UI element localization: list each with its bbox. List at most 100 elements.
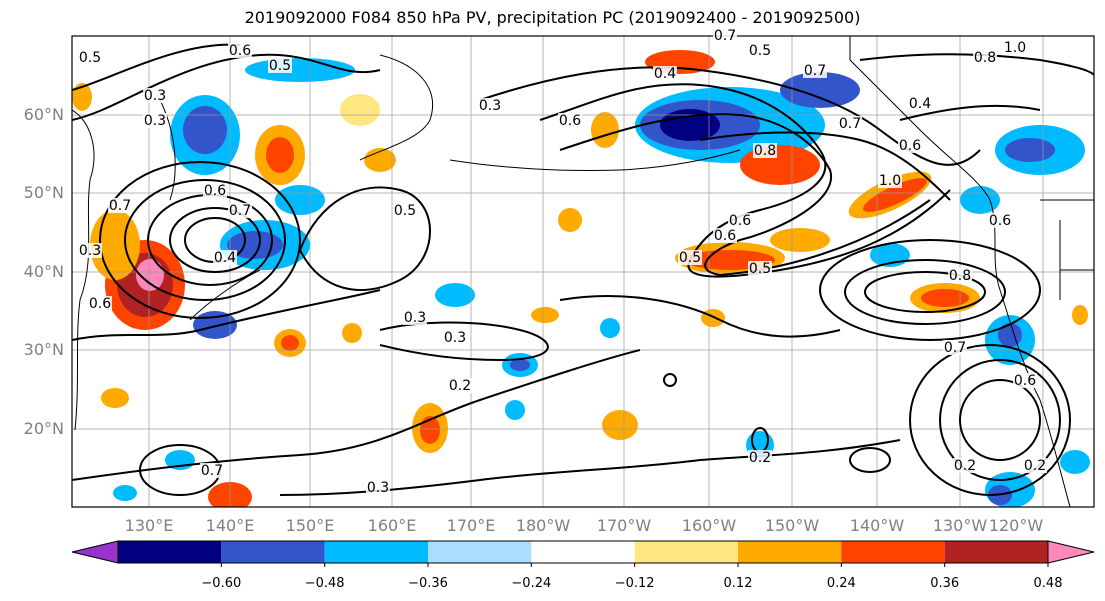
contour-label-bg (1023, 458, 1047, 473)
contour-labels: 0.5 0.60.50.30.30.7 0.70.60.40.30.60.50.30… (78, 28, 1047, 496)
contour-label: 0.2 (449, 378, 471, 394)
colorbar-tick-label: −0.48 (305, 576, 345, 591)
lon-tick-label: 150°W (765, 516, 820, 535)
colorbar-swatch (841, 541, 945, 563)
contour-label-bg (393, 203, 417, 218)
colorbar-tick-label: 0.36 (930, 576, 959, 591)
contour-label: 0.6 (1014, 373, 1036, 389)
contour-label: 0.7 (714, 28, 736, 44)
contour-label-bg (748, 43, 772, 58)
contour-label-bg (948, 268, 972, 283)
contour-label: 0.6 (204, 183, 226, 199)
contour-label-bg (678, 250, 702, 265)
colorbar-swatch (221, 541, 325, 563)
contour-label: 1.0 (1004, 40, 1026, 56)
contour-label: 1.0 (879, 173, 901, 189)
contour-label-bg (108, 198, 132, 213)
lon-tick-label: 170°W (597, 516, 652, 535)
coastlines (72, 36, 1094, 507)
contour-label: 0.7 (109, 198, 131, 214)
contour-label: 0.8 (949, 268, 971, 284)
contour-label: 0.6 (729, 213, 751, 229)
contour-label: 0.3 (479, 98, 501, 114)
contour-label: 0.8 (974, 50, 996, 66)
latitude-labels: 60°N 50°N 40°N 30°N 20°N (24, 105, 64, 438)
lon-tick-label: 130°E (125, 516, 174, 535)
contour-label-bg (973, 50, 997, 65)
contour-label: 0.6 (899, 138, 921, 154)
colorbar-tick-label: −0.24 (511, 576, 551, 591)
pv-contours (72, 43, 1094, 496)
contour-label-bg (878, 173, 902, 188)
contour-label-bg (713, 28, 737, 43)
shading-layer (72, 50, 1090, 507)
contour-label: 0.6 (714, 228, 736, 244)
contour-label: 0.6 (559, 113, 581, 129)
contour-label: 0.4 (654, 66, 676, 82)
lon-tick-label: 140°E (206, 516, 255, 535)
colorbar-tick-label: 0.12 (724, 576, 753, 591)
contour-label-bg (838, 116, 862, 131)
contour-label-bg (988, 213, 1012, 228)
contour-label: 0.3 (144, 88, 166, 104)
lat-tick-label: 30°N (24, 340, 64, 359)
contour-label-bg (1003, 40, 1027, 55)
contour-label-bg (478, 98, 502, 113)
colorbar-swatch (944, 541, 1048, 563)
contour-label-bg (443, 330, 467, 345)
lon-tick-label: 170°E (447, 516, 496, 535)
contour-label: 0.4 (909, 96, 931, 112)
contour-label: 0.7 (839, 116, 861, 132)
contour-label: 0.3 (367, 480, 389, 496)
lat-tick-label: 50°N (24, 183, 64, 202)
colorbar-swatch (118, 541, 222, 563)
colorbar-extend-low (71, 540, 119, 564)
contour-label: 0.5 (269, 58, 291, 74)
colorbar-tick-label: −0.12 (615, 576, 655, 591)
contour-label-bg (908, 96, 932, 111)
contour-label: 0.7 (201, 463, 223, 479)
contour-label-bg (728, 213, 752, 228)
colorbar-swatch (324, 541, 428, 563)
contour-label: 0.7 (944, 340, 966, 356)
colorbar-tick-label: −0.36 (408, 576, 448, 591)
contour-label-bg (268, 58, 292, 73)
colorbar-swatch (531, 541, 635, 563)
contour-label: 0.5 (679, 250, 701, 266)
contour-label-bg (898, 138, 922, 153)
contour-label: 0.7 (804, 63, 826, 79)
contour-label-bg (753, 143, 777, 158)
lon-tick-label: 160°W (682, 516, 737, 535)
contour-label-bg (143, 113, 167, 128)
contour-label: 0.3 (79, 243, 101, 259)
contour-label: 0.7 (229, 203, 251, 219)
contour-label: 0.4 (214, 250, 236, 266)
chart-title: 2019092000 F084 850 hPa PV, precipitatio… (244, 8, 861, 27)
contour-label-bg (203, 183, 227, 198)
contour-label: 0.2 (1024, 458, 1046, 474)
colorbar-swatch (634, 541, 738, 563)
lon-tick-label: 120°W (989, 516, 1044, 535)
contour-label-bg (366, 480, 390, 495)
longitude-labels: 130°E 140°E 150°E 160°E 170°E 180°W 170°W 160°W… (125, 516, 1044, 535)
contour-label-bg (88, 296, 112, 311)
colorbar-extend-high (1047, 540, 1095, 564)
colorbar-swatch (428, 541, 532, 563)
contour-label-bg (200, 463, 224, 478)
colorbar-tick-label: 0.24 (827, 576, 856, 591)
map-frame (71, 35, 1095, 508)
contour-label-bg (78, 243, 102, 258)
lon-tick-label: 130°W (933, 516, 988, 535)
contour-label: 0.8 (754, 143, 776, 159)
contour-label-bg (803, 63, 827, 78)
contour-label: 0.6 (229, 43, 251, 59)
contour-label-bg (748, 261, 772, 276)
contour-label-bg (1013, 373, 1037, 388)
contour-label: 0.5 (749, 261, 771, 277)
contour-label-bg (953, 458, 977, 473)
contour-label: 0.3 (444, 330, 466, 346)
lon-tick-label: 140°W (850, 516, 905, 535)
contour-label-bg (558, 113, 582, 128)
lon-tick-label: 180°W (516, 516, 571, 535)
colorbar-swatch (738, 541, 842, 563)
